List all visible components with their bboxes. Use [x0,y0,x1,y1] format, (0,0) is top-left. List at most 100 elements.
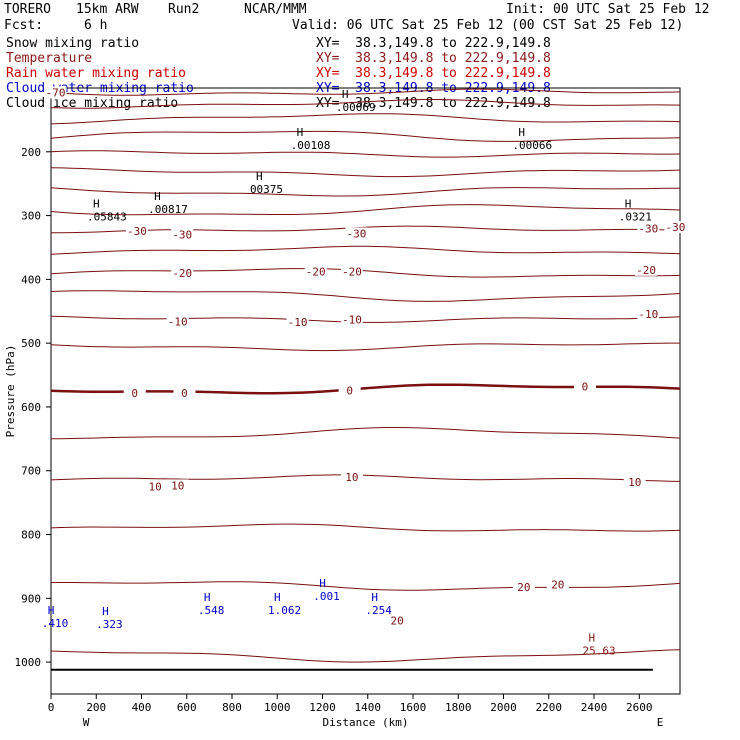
isotherm-label: 0 [346,384,353,397]
isotherm-label-bg [338,384,361,397]
x-tick-label: 200 [86,701,106,714]
isotherm-label-bg [340,313,363,326]
x-tick-label: 2400 [581,701,608,714]
maximum-value: .323 [96,618,123,631]
org-label: NCAR/MMM [244,2,307,17]
isotherm-line [50,99,681,109]
x-axis-label: Distance (km) [322,716,408,729]
x-tick-label: 2600 [626,701,653,714]
maximum-marker: H [518,126,525,139]
x-end-label-right: E [657,716,664,729]
x-tick-label: 2200 [536,701,563,714]
resolution-label: 15km ARW [76,2,139,17]
isotherm-line [50,290,681,302]
isotherm-label: 0 [181,387,188,400]
fcst-label: Fcst: [4,18,44,33]
field-name-1: Temperature [6,51,93,66]
isotherm-label-bg [664,221,687,234]
field-name-0: Snow mixing ratio [6,36,140,51]
field-xy-0: XY= 38.3,149.8 to 222.9,149.8 [316,36,551,51]
maximum-marker: H [93,198,100,211]
maximum-value: .00108 [291,139,331,152]
isotherm-label: -30 [666,221,686,234]
isotherm-line [50,88,681,96]
isotherm-label: -20 [306,266,326,279]
maximum-marker: H [319,577,326,590]
maximum-marker: H [297,126,304,139]
isotherm-label: 20 [391,615,404,628]
isotherm-label-bg [44,86,67,99]
isotherm-label: -30 [638,222,658,235]
field-xy-2: XY= 38.3,149.8 to 222.9,149.8 [316,66,551,81]
y-tick-label: 800 [21,529,41,542]
isotherm-label: 10 [148,481,161,494]
maximum-marker: H [274,591,281,604]
y-axis-label: Pressure (hPa) [4,345,17,438]
isotherm-label: -20 [636,264,656,277]
maximum-marker: H [154,190,161,203]
isotherm-label: -70 [46,86,66,99]
isotherm-label: -10 [342,314,362,327]
y-tick-label: 600 [21,401,41,414]
isotherm-line [50,113,681,125]
model-name: TORERO [4,2,51,17]
maximum-value: 1.062 [268,604,301,617]
isotherm-label-bg [340,471,363,484]
x-tick-label: 1800 [445,701,472,714]
maximum-value: .00069 [336,101,376,114]
x-tick-label: 400 [132,701,152,714]
isotherm-label: 20 [551,578,564,591]
maximum-value: .001 [313,590,340,603]
isotherm-line [50,187,681,197]
x-tick-label: 600 [177,701,197,714]
isotherm-label-bg [637,222,660,235]
run-label: Run2 [168,2,200,17]
isotherm-label: -30 [347,227,367,240]
isotherm-label-bg [573,380,596,393]
isotherm-label: -10 [168,315,188,328]
maximum-value: 00375 [250,183,283,196]
isotherm-line [50,523,681,532]
valid-label: Valid: 06 UTC Sat 25 Feb 12 (00 CST Sat … [292,18,684,33]
y-tick-label: 200 [21,146,41,159]
isotherm-label-bg [304,265,327,278]
isotherm-label-bg [125,224,148,237]
isotherm-line [51,581,681,591]
isotherm-line [50,130,681,142]
isotherm-line [50,150,681,158]
y-tick-label: 700 [21,465,41,478]
maximum-value: .05843 [87,211,127,224]
isotherm-line [50,204,681,216]
maximum-value: .410 [42,617,68,630]
x-tick-label: 0 [48,701,55,714]
isotherm-label-bg [340,265,363,278]
isotherm-label: 10 [345,471,358,484]
maximum-marker: H [204,591,211,604]
maximum-marker: H [371,591,378,604]
maximum-marker: H [48,604,55,617]
isotherm-line [50,342,680,352]
isotherm-label: 0 [131,387,138,400]
isotherm-label: -10 [638,308,658,321]
maximum-marker: H [102,605,109,618]
isotherm-label-bg [286,316,309,329]
maximum-marker: H [625,198,632,211]
isotherm-label-bg [635,263,658,276]
isotherm-label-bg [512,580,535,593]
x-tick-label: 1600 [400,701,427,714]
fcst-value: 6 h [84,18,108,33]
x-tick-label: 1000 [264,701,291,714]
field-xy-1: XY= 38.3,149.8 to 222.9,149.8 [316,51,551,66]
isotherm-label-bg [166,479,189,492]
isotherm-label-bg [173,386,196,399]
isotherm-line [50,315,681,323]
maximum-value: .548 [198,604,225,617]
isotherm-label: -30 [127,225,147,238]
isotherm-line [51,225,681,234]
isotherm-line [50,268,681,278]
x-end-label-left: W [83,716,90,729]
isotherm-line [50,474,681,482]
isotherm-label-bg [171,228,194,241]
isotherm-label: -20 [172,267,192,280]
